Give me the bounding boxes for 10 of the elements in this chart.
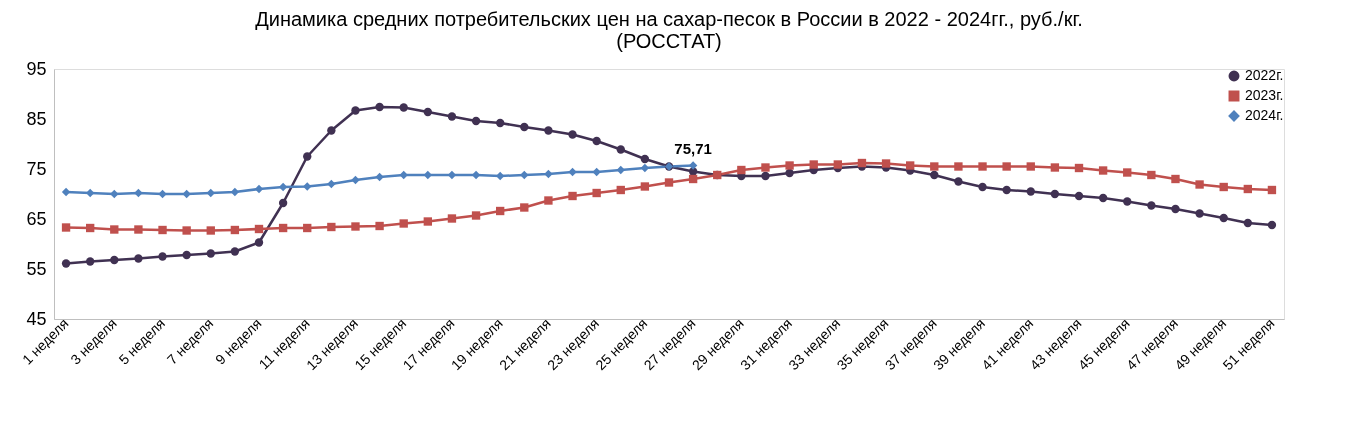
y-tick-label: 75 xyxy=(26,158,47,179)
legend-label: 2022г. xyxy=(1245,67,1284,83)
y-tick-label: 65 xyxy=(26,208,47,229)
legend-label: 2024г. xyxy=(1245,107,1284,123)
legend-label: 2023г. xyxy=(1245,87,1284,103)
y-tick-label: 85 xyxy=(26,108,47,129)
y-tick-label: 95 xyxy=(26,58,47,79)
y-tick-label: 55 xyxy=(26,258,47,279)
data-label: 75,71 xyxy=(674,140,712,158)
chart-title: Динамика средних потребительских цен на сахар-песок в России в 2022 - 2024гг., руб./кг. (РОССТАТ) xyxy=(255,8,1083,52)
